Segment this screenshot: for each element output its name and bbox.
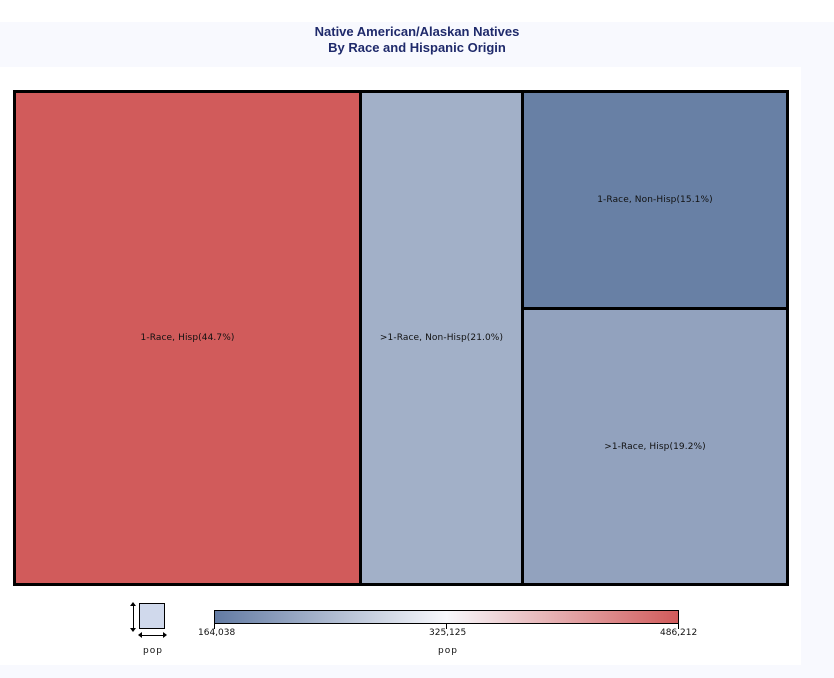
vertical-arrow-icon [133, 604, 134, 629]
chart-title: Native American/Alaskan Natives By Race … [0, 24, 834, 56]
size-legend-swatch [139, 603, 165, 629]
tile-1race-nonhisp[interactable]: 1-Race, Non-Hisp(15.1%) [524, 93, 786, 307]
arrow-right-icon [163, 632, 167, 638]
tick-min [214, 623, 215, 629]
arrow-up-icon [130, 602, 136, 606]
chart-title-line2: By Race and Hispanic Origin [328, 40, 506, 55]
size-legend [130, 602, 170, 642]
color-gradient-bar [214, 610, 679, 624]
chart-title-line1: Native American/Alaskan Natives [314, 24, 520, 39]
horizontal-arrow-icon [140, 635, 165, 636]
tile-label: 1-Race, Non-Hisp(15.1%) [597, 195, 713, 205]
tile-label: >1-Race, Non-Hisp(21.0%) [379, 333, 504, 343]
tile-multirace-hisp[interactable]: >1-Race, Hisp(19.2%) [524, 310, 786, 583]
tick-mid [446, 623, 447, 629]
top-strip [0, 0, 834, 22]
tile-1race-hisp[interactable]: 1-Race, Hisp(44.7%) [16, 93, 359, 583]
tick-label-min: 164,038 [198, 628, 236, 638]
tile-label: >1-Race, Hisp(19.2%) [604, 441, 706, 452]
tile-label: 1-Race, Hisp(44.7%) [140, 333, 235, 343]
color-legend-label: pop [438, 646, 458, 656]
tick-max [678, 623, 679, 629]
size-legend-label: pop [143, 646, 163, 656]
treemap: 1-Race, Hisp(44.7%) >1-Race, Non-Hisp(21… [13, 90, 789, 586]
tick-label-mid: 325,125 [429, 628, 467, 638]
tick-label-max: 486,212 [660, 628, 698, 638]
arrow-down-icon [130, 628, 136, 632]
arrow-left-icon [138, 632, 142, 638]
tile-multirace-nonhisp[interactable]: >1-Race, Non-Hisp(21.0%) [362, 93, 521, 583]
